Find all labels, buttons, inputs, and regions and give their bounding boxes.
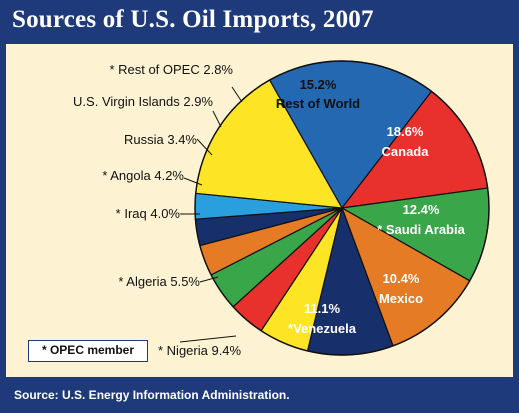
leader-line-rest-of-opec bbox=[231, 86, 243, 103]
slice-label-u-s-virgin-islands: U.S. Virgin Islands 2.9% bbox=[73, 94, 213, 109]
slice-label-mexico-value: 10.4% bbox=[383, 271, 420, 286]
slice-label-saudi-arabia-value: 12.4% bbox=[403, 202, 440, 217]
slice-label-iraq: * Iraq 4.0% bbox=[116, 206, 181, 221]
slice-label-canada-name: Canada bbox=[382, 144, 430, 159]
chart-title: Sources of U.S. Oil Imports, 2007 bbox=[12, 6, 374, 33]
slice-label-rest-of-world-name: Rest of World bbox=[276, 96, 360, 111]
leader-line-angola bbox=[183, 177, 203, 186]
leader-line-russia bbox=[196, 138, 213, 156]
leader-line-u-s-virgin-islands bbox=[212, 110, 222, 128]
slice-label-rest-of-world-value: 15.2% bbox=[300, 77, 337, 92]
slice-label-saudi-arabia-name: * Saudi Arabia bbox=[377, 222, 465, 237]
slice-label-venezuela-name: *Venezuela bbox=[288, 321, 357, 336]
source-note: Source: U.S. Energy Information Administ… bbox=[14, 388, 290, 402]
slice-label-rest-of-opec: * Rest of OPEC 2.8% bbox=[109, 62, 233, 77]
pie-outline bbox=[194, 60, 490, 356]
slice-label-venezuela-value: 11.1% bbox=[304, 301, 341, 316]
slice-label-mexico-name: Mexico bbox=[379, 291, 423, 306]
leader-line-nigeria bbox=[179, 335, 237, 343]
slice-label-russia: Russia 3.4% bbox=[124, 132, 197, 147]
slice-label-nigeria: * Nigeria 9.4% bbox=[158, 343, 242, 358]
title-bar: Sources of U.S. Oil Imports, 2007 bbox=[0, 0, 519, 44]
slice-label-angola: * Angola 4.2% bbox=[102, 168, 184, 183]
slice-label-canada-value: 18.6% bbox=[387, 124, 424, 139]
slice-label-algeria: * Algeria 5.5% bbox=[118, 274, 200, 289]
leader-line-algeria bbox=[199, 276, 219, 283]
opec-legend: * OPEC member bbox=[28, 340, 148, 362]
